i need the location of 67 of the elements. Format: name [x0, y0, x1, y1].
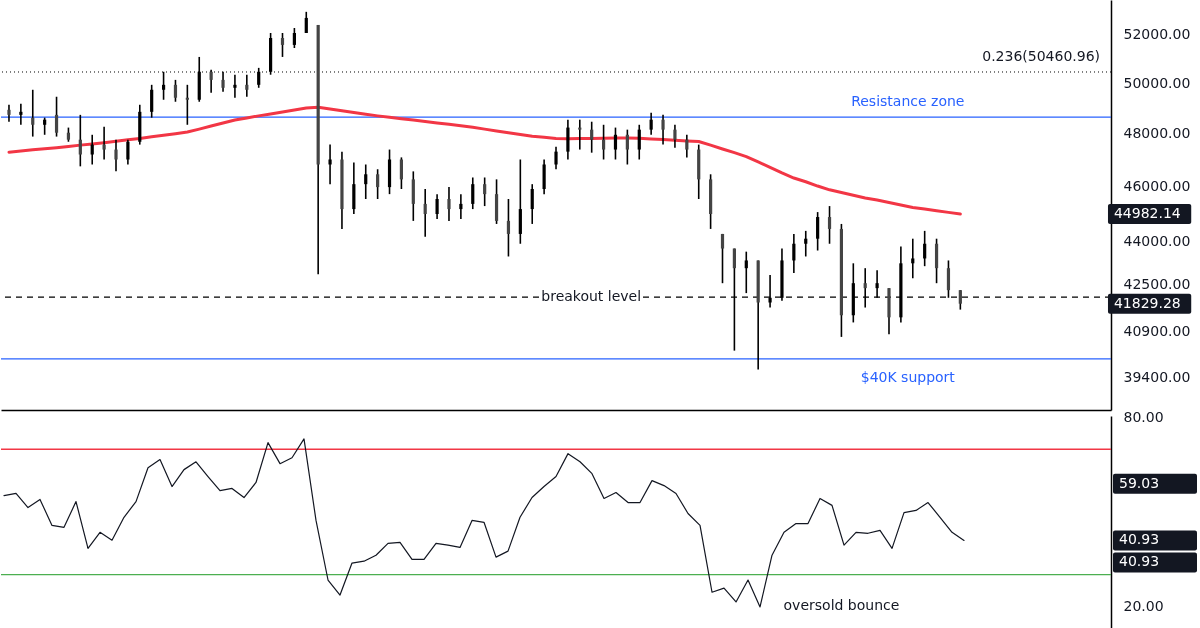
candlestick: [364, 163, 368, 200]
candlestick: [245, 73, 249, 98]
candlestick: [304, 11, 308, 34]
candlestick: [399, 156, 404, 190]
text: 40.93: [1119, 531, 1160, 548]
ref-line-label: 0.236(50460.96): [982, 48, 1101, 64]
ref-line-label: $40K support: [860, 368, 956, 385]
line-series: [3, 438, 965, 608]
candlestick: [506, 198, 511, 258]
candlestick: [804, 230, 808, 258]
candlestick: [911, 237, 915, 280]
ref-line-label: Resistance zone: [851, 93, 965, 110]
y-tick-label: 48000.00: [1123, 125, 1191, 142]
candlestick: [150, 84, 154, 119]
candlestick: [649, 112, 653, 136]
candlestick: [376, 168, 380, 200]
y-tick-label: 20.00: [1123, 597, 1164, 614]
candlestick: [613, 126, 618, 161]
candlestick: [471, 176, 475, 210]
candlestick: [792, 233, 796, 274]
candlestick: [744, 250, 748, 294]
y-tick-label: 50000.00: [1123, 74, 1191, 91]
candlestick: [661, 114, 665, 146]
candlestick: [114, 138, 118, 173]
candlestick: [637, 123, 641, 161]
candlestick: [720, 233, 725, 284]
line-series: [7, 105, 962, 216]
candlestick: [328, 143, 332, 185]
candlestick: [185, 84, 189, 126]
text: 44982.14: [1113, 204, 1181, 221]
candlestick: [90, 133, 94, 166]
candlestick: [19, 102, 23, 126]
y-tick-label: 39400.00: [1123, 369, 1191, 386]
y-tick-label: 52000.00: [1123, 26, 1191, 43]
candlestick: [483, 176, 487, 207]
candlestick: [685, 133, 689, 159]
candlestick: [173, 79, 178, 103]
candlestick: [827, 205, 832, 245]
y-tick-label: 46000.00: [1123, 177, 1191, 194]
text: 40.93: [1119, 553, 1160, 570]
text: 59.03: [1119, 474, 1160, 491]
candlestick: [257, 67, 261, 89]
candlestick: [31, 88, 35, 138]
y-tick-label: 80.00: [1123, 409, 1164, 426]
candlestick: [673, 123, 677, 149]
candlestick: [233, 73, 237, 99]
y-tick-label: 42500.00: [1123, 275, 1191, 292]
candlestick: [601, 123, 606, 161]
candlestick: [590, 120, 594, 154]
ref-line-label: breakout level: [541, 288, 642, 305]
candlestick: [435, 193, 439, 220]
candlestick: [625, 128, 629, 166]
candlestick: [280, 32, 285, 58]
candlestick: [816, 211, 820, 252]
candlestick: [78, 114, 82, 168]
annotation: oversold bounce: [783, 597, 900, 613]
candlestick: [423, 188, 427, 238]
candlestick: [554, 145, 558, 171]
y-tick-label: 40900.00: [1123, 322, 1191, 339]
candlestick: [530, 183, 534, 225]
y-tick-label: 44000.00: [1123, 232, 1191, 249]
candlestick: [54, 95, 59, 138]
candlestick: [102, 126, 106, 161]
text: 41829.28: [1113, 294, 1181, 311]
candlestick: [447, 186, 451, 222]
candlestick: [292, 27, 296, 49]
candlestick: [946, 259, 951, 299]
